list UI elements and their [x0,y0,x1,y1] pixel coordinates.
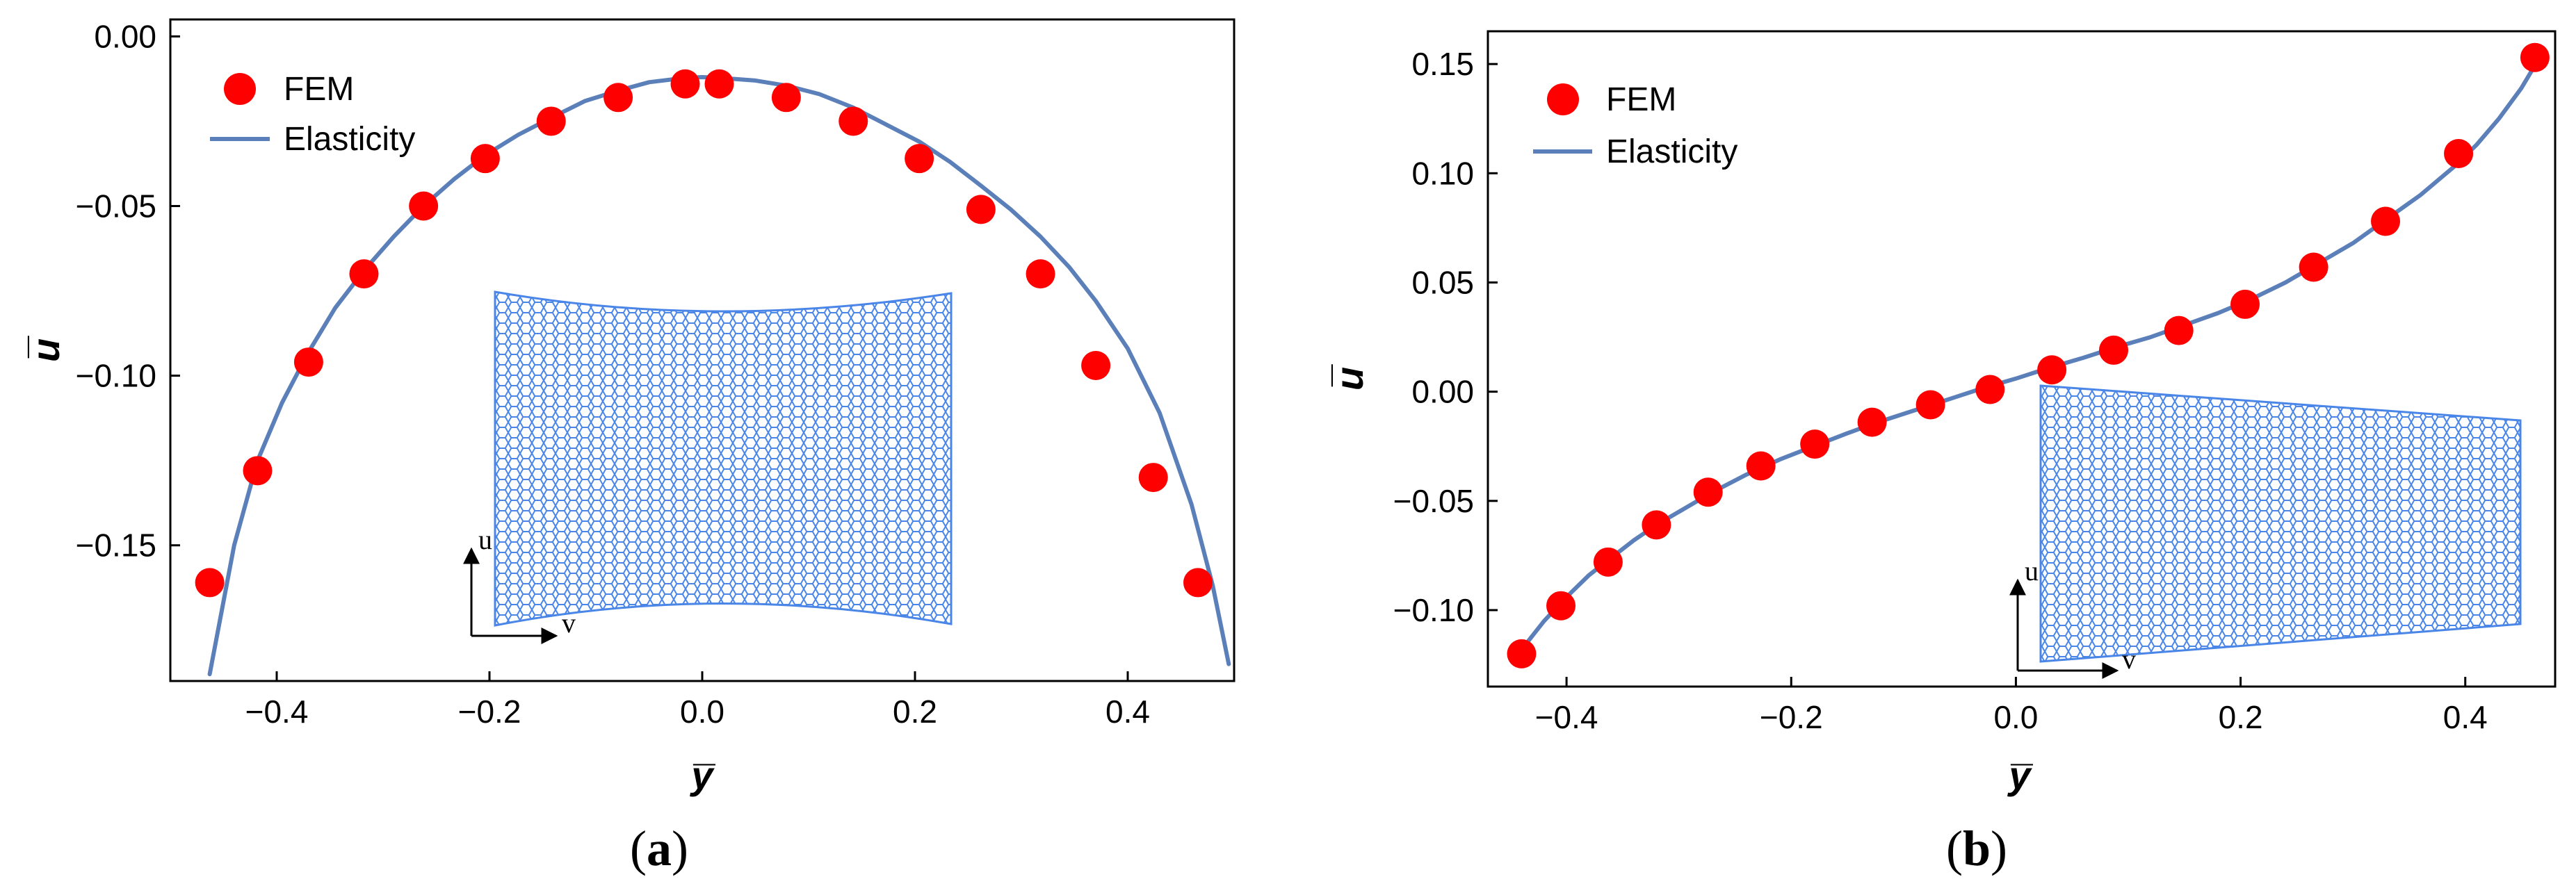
x-tick-label-b-4: 0.4 [2443,699,2488,735]
y-axis-label-a: u̅ [24,336,67,362]
y-tick-label-b-4: −0.05 [1393,483,1474,519]
plot-frame-a [169,18,1236,682]
inset-mesh-b: u v [2009,384,2522,679]
y-tick-label-b-3: 0.00 [1411,374,1474,410]
legend-a: FEM Elasticity [210,71,415,158]
x-tick-label-a-4: 0.4 [1105,694,1150,730]
deformed-mesh-b [2039,384,2522,663]
fem-point-b-0 [1507,639,1537,668]
fem-point-b-4 [1693,477,1723,507]
fem-point-a-2 [293,347,323,377]
x-tick-label-b-3: 0.2 [2219,699,2263,735]
fem-point-a-10 [771,83,801,113]
plot-layer-b: −0.4 −0.2 0.0 0.2 0.4 0.15 0.10 0.05 0.00 −0.05 −0… [1393,42,2550,735]
inset-axes-a: u v [463,524,576,644]
fem-point-b-7 [1857,407,1887,437]
plot-frame-b [1487,30,2557,688]
fem-point-a-16 [1138,463,1168,493]
y-tick-label-a-0: 0.00 [94,18,156,54]
legend-marker-fem-b [1547,83,1579,115]
y-tick-label-a-3: −0.15 [76,527,156,564]
x-axis-label-a: y̅ [689,753,715,797]
x-tick-label-b-1: −0.2 [1760,699,1823,735]
fem-point-a-15 [1081,350,1111,380]
fem-point-a-11 [839,106,868,136]
fem-point-b-1 [1546,591,1576,621]
fem-point-a-9 [704,69,734,99]
y-tick-label-b-1: 0.10 [1411,155,1474,191]
inset-label-v-a: v [562,607,576,639]
fem-point-a-7 [604,83,633,113]
panel-label-a: (a) [630,821,688,876]
y-tick-label-a-1: −0.05 [76,188,156,224]
deformed-mesh-a [494,290,953,627]
fem-point-b-8 [1915,390,1945,420]
fem-point-b-6 [1800,429,1830,459]
x-tick-label-a-2: 0.0 [680,694,724,730]
fem-point-b-17 [2520,42,2550,72]
legend-label-fem-b: FEM [1606,81,1676,118]
inset-label-u-a: u [478,524,492,555]
fem-point-a-14 [1026,259,1055,289]
x-tick-label-b-2: 0.0 [1993,699,2038,735]
fem-point-b-10 [2037,355,2067,385]
inset-axes-b: u v [2009,555,2136,679]
legend-marker-fem-a [224,73,256,105]
fem-point-a-0 [195,568,225,598]
panel-label-b: (b) [1946,821,2007,876]
fem-point-b-3 [1642,510,1671,540]
fem-point-a-3 [349,259,379,289]
plot-layer-a: −0.4 −0.2 0.0 0.2 0.4 0.00 −0.05 −0.10 −0.15 [76,18,1231,730]
fem-point-a-13 [966,195,996,224]
fem-point-a-8 [670,69,700,99]
fem-point-b-16 [2444,139,2474,169]
inset-label-u-b: u [2025,555,2039,586]
inset-mesh-a: u v [463,290,953,644]
fem-point-a-5 [470,144,500,174]
legend-label-elasticity-a: Elasticity [284,121,415,158]
fem-point-a-12 [905,144,934,174]
legend-label-elasticity-b: Elasticity [1606,133,1737,170]
x-tick-label-a-1: −0.2 [458,694,521,730]
fem-point-b-2 [1593,547,1623,577]
y-tick-label-a-2: −0.10 [76,358,156,394]
x-tick-label-a-3: 0.2 [893,694,937,730]
y-tick-label-b-5: −0.10 [1393,592,1474,628]
y-axis-label-b: u̅ [1327,364,1371,391]
x-tick-label-a-0: −0.4 [245,694,309,730]
fem-point-b-5 [1746,451,1776,481]
fem-point-a-6 [536,106,566,136]
panel-b: u v −0.4 −0.2 0.0 0.2 0.40.150.100.050.00−0.… [1327,30,2557,876]
legend-label-fem-a: FEM [284,71,354,108]
fem-point-a-1 [243,456,273,486]
fem-point-a-17 [1183,568,1213,598]
fem-point-a-4 [409,191,439,221]
fem-point-b-9 [1975,375,2005,404]
y-tick-label-b-0: 0.15 [1411,46,1474,82]
inset-label-v-b: v [2122,643,2136,675]
fem-point-b-12 [2164,315,2194,345]
legend-b: FEM Elasticity [1533,81,1737,170]
x-axis-label-b: y̅ [2007,753,2033,797]
fem-point-b-15 [2371,206,2401,236]
x-tick-label-b-0: −0.4 [1535,699,1598,735]
fem-point-b-13 [2230,289,2260,319]
panel-a: u v −0.4 −0.2 0.0 0.2 0.4 0.00 −0.05 −0.10 −0.15… [24,18,1236,876]
fem-point-b-11 [2098,335,2128,365]
fem-point-b-14 [2299,252,2328,282]
y-tick-label-b-2: 0.05 [1411,264,1474,300]
